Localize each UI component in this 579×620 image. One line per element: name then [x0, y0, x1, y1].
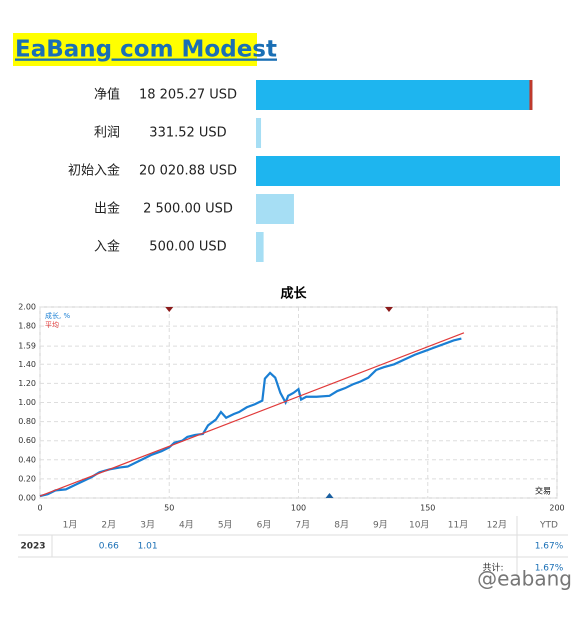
table-header: 10月: [409, 520, 429, 531]
bar-end: [529, 80, 533, 110]
y-tick-label: 1.59: [18, 342, 36, 351]
table-header: 7月: [295, 520, 310, 531]
summary-bar: [256, 80, 533, 110]
summary-label: 净值: [94, 87, 120, 103]
series-line: [39, 332, 465, 497]
table-header: 1月: [63, 520, 78, 531]
summary-value: 500.00 USD: [149, 240, 226, 255]
table-header: 12月: [487, 520, 507, 531]
x-tick-label: 0: [37, 504, 42, 513]
table-header: 4月: [179, 520, 194, 531]
summary-label: 入金: [94, 239, 120, 255]
summary-label: 出金: [94, 201, 120, 217]
summary-bar: [256, 232, 264, 262]
table-year: 2023: [20, 542, 45, 552]
table-header: 2月: [101, 520, 116, 531]
event-marker: [384, 307, 393, 312]
table-header: 11月: [448, 520, 468, 531]
chart-title: 成长: [280, 286, 307, 302]
x-tick-label: 50: [164, 504, 174, 513]
y-tick-label: 1.00: [18, 398, 36, 407]
y-tick-label: 1.20: [18, 379, 36, 388]
summary-label: 利润: [94, 126, 120, 141]
summary-value: 18 205.27 USD: [139, 88, 237, 103]
summary-value: 331.52 USD: [149, 126, 226, 141]
summary-value: 2 500.00 USD: [143, 202, 233, 217]
event-marker: [325, 493, 334, 498]
summary-bar: [256, 156, 560, 186]
watermark: @eabang: [477, 567, 572, 591]
table-cell: 0.66: [99, 542, 119, 552]
table-header: 9月: [373, 520, 388, 531]
x-tick-label: 100: [291, 504, 306, 513]
y-tick-label: 0.80: [18, 417, 36, 426]
summary-bar: [256, 194, 294, 224]
table-cell: 1.01: [138, 542, 158, 552]
x-axis-label: 交易: [535, 486, 551, 496]
summary-bar: [256, 118, 262, 148]
y-tick-label: 0.00: [18, 494, 36, 503]
y-tick-label: 2.00: [18, 303, 36, 312]
y-tick-label: 0.40: [18, 455, 36, 464]
table-header: 6月: [257, 520, 272, 531]
title-highlight: [13, 33, 257, 66]
table-ytd: 1.67%: [535, 542, 564, 552]
y-tick-label: 0.60: [18, 436, 36, 445]
summary-value: 20 020.88 USD: [139, 164, 237, 179]
total-value: 1.67%: [535, 564, 564, 574]
y-tick-label: 1.40: [18, 360, 36, 369]
legend-entry: 平均: [45, 320, 59, 329]
summary-label: 初始入金: [68, 163, 120, 179]
x-tick-label: 200: [549, 504, 564, 513]
table-header: 5月: [218, 520, 233, 531]
y-tick-label: 0.20: [18, 474, 36, 483]
legend-entry: 成长, %: [45, 311, 70, 320]
y-tick-label: 1.80: [18, 322, 36, 331]
event-marker: [165, 307, 174, 312]
series-line: [39, 337, 462, 498]
table-header: 8月: [334, 520, 349, 531]
page-title: EaBang com Modest: [15, 37, 277, 63]
total-label: 共计:: [482, 562, 503, 574]
table-header: YTD: [539, 521, 558, 531]
table-header: 3月: [140, 520, 155, 531]
x-tick-label: 150: [420, 504, 435, 513]
